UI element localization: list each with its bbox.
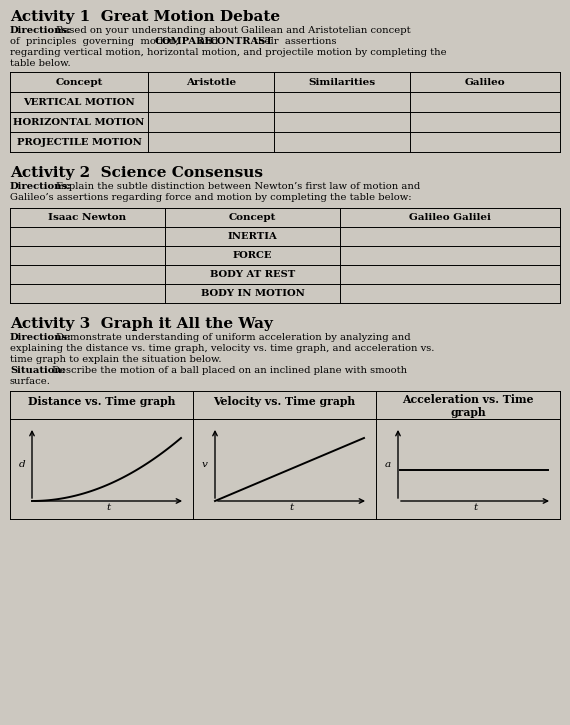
Text: FORCE: FORCE [233, 251, 272, 260]
Text: t: t [473, 503, 477, 512]
Text: Concept: Concept [55, 78, 103, 87]
Text: t: t [107, 503, 111, 512]
Text: and: and [196, 37, 221, 46]
Text: VERTICAL MOTION: VERTICAL MOTION [23, 98, 135, 107]
Text: BODY IN MOTION: BODY IN MOTION [201, 289, 304, 298]
Text: Activity 3  Graph it All the Way: Activity 3 Graph it All the Way [10, 317, 273, 331]
Text: Demonstrate understanding of uniform acceleration by analyzing and: Demonstrate understanding of uniform acc… [56, 333, 410, 342]
Text: Explain the subtle distinction between Newton’s first law of motion and: Explain the subtle distinction between N… [56, 182, 420, 191]
Text: Describe the motion of a ball placed on an inclined plane with smooth: Describe the motion of a ball placed on … [52, 366, 407, 375]
Text: Galileo: Galileo [465, 78, 506, 87]
Text: BODY AT REST: BODY AT REST [210, 270, 295, 279]
Text: Similarities: Similarities [308, 78, 376, 87]
Text: Based on your understanding about Galilean and Aristotelian concept: Based on your understanding about Galile… [56, 26, 410, 35]
Text: table below.: table below. [10, 59, 71, 68]
Text: a: a [385, 460, 391, 468]
Text: surface.: surface. [10, 377, 51, 386]
Text: Isaac Newton: Isaac Newton [48, 213, 127, 222]
Text: Activity 1  Great Motion Debate: Activity 1 Great Motion Debate [10, 10, 280, 24]
Text: Concept: Concept [229, 213, 276, 222]
Text: Situation:: Situation: [10, 366, 66, 375]
Text: Galileo Galilei: Galileo Galilei [409, 213, 491, 222]
Text: HORIZONTAL MOTION: HORIZONTAL MOTION [13, 118, 145, 127]
Text: d: d [19, 460, 25, 468]
Text: Galileo’s assertions regarding force and motion by completing the table below:: Galileo’s assertions regarding force and… [10, 193, 412, 202]
Text: Directions:: Directions: [10, 182, 72, 191]
Text: v: v [202, 460, 208, 468]
Text: COMPARE: COMPARE [155, 37, 213, 46]
Text: Activity 2  Science Consensus: Activity 2 Science Consensus [10, 166, 263, 180]
Text: time graph to explain the situation below.: time graph to explain the situation belo… [10, 355, 222, 364]
Text: Acceleration vs. Time
graph: Acceleration vs. Time graph [402, 394, 534, 418]
Text: Directions:: Directions: [10, 333, 72, 342]
Text: explaining the distance vs. time graph, velocity vs. time graph, and acceleratio: explaining the distance vs. time graph, … [10, 344, 434, 353]
Text: Directions:: Directions: [10, 26, 72, 35]
Text: of  principles  governing  motion,: of principles governing motion, [10, 37, 179, 46]
Text: regarding vertical motion, horizontal motion, and projectile motion by completin: regarding vertical motion, horizontal mo… [10, 48, 447, 57]
Text: their  assertions: their assertions [254, 37, 336, 46]
Text: INERTIA: INERTIA [227, 232, 278, 241]
Text: Distance vs. Time graph: Distance vs. Time graph [28, 396, 175, 407]
Text: t: t [290, 503, 294, 512]
Text: PROJECTILE MOTION: PROJECTILE MOTION [17, 138, 141, 147]
Text: Aristotle: Aristotle [186, 78, 236, 87]
Text: Velocity vs. Time graph: Velocity vs. Time graph [213, 396, 356, 407]
Text: CONTRAST: CONTRAST [210, 37, 274, 46]
